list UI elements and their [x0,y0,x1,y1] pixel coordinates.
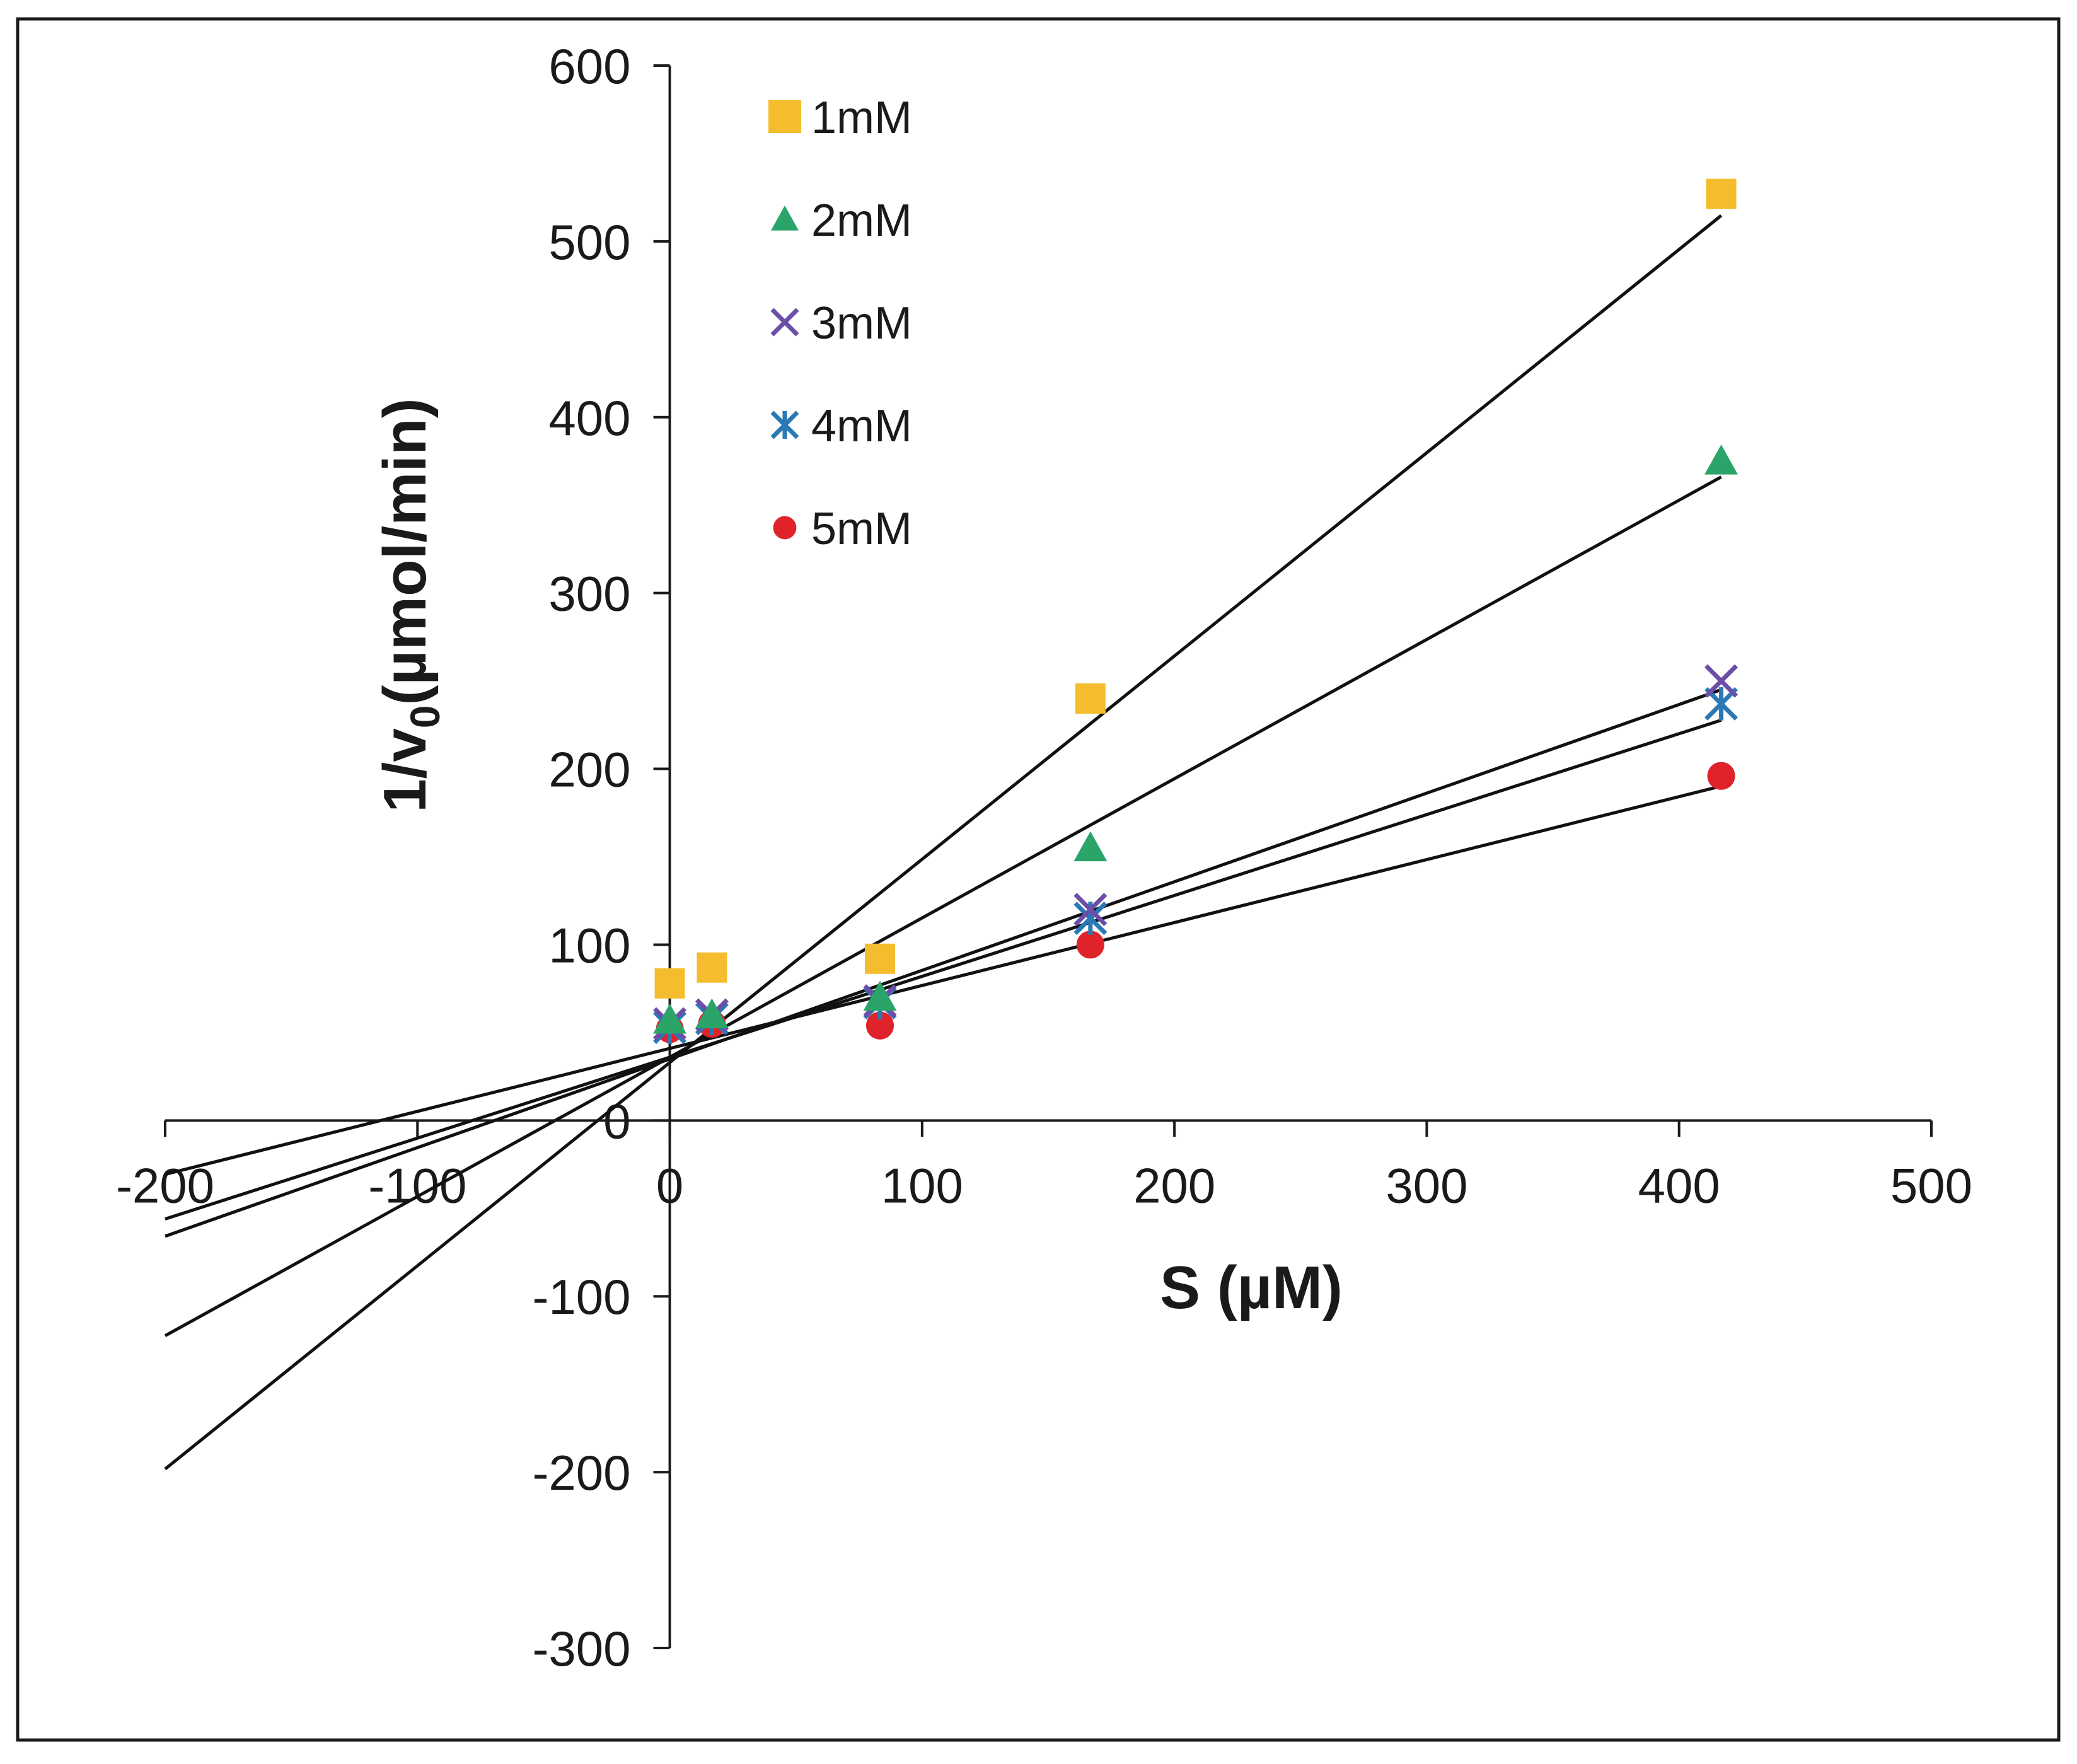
x-tick-label: 500 [1890,1158,1972,1213]
point-3mM-stroke-b [1704,664,1739,698]
legend-marker-2mM [771,206,799,231]
y-tick-label: 400 [548,390,630,446]
legend-marker-5mM [773,516,797,540]
point-5mM [865,1011,894,1040]
legend-label-5mM: 5mM [811,504,912,554]
point-1mM [865,943,896,974]
legend-label-2mM: 2mM [811,195,912,246]
legend-marker-1mM [768,100,801,133]
x-tick-label: 400 [1638,1158,1720,1213]
y-tick-label: 200 [548,742,630,798]
point-3mM [1704,664,1739,698]
point-2mM [695,998,729,1029]
x-tick-label: 0 [656,1158,683,1213]
x-axis-title: S (µM) [1160,1254,1343,1321]
y-tick-label: 600 [548,38,630,94]
trendline-1mM [164,214,1723,1471]
y-axis-title-unit: (µmol/min) [371,398,439,705]
trendline-5mM [165,784,1722,1176]
y-axis-title-main: 1/v [371,728,439,812]
y-tick-label: -300 [532,1621,630,1676]
point-3mM-stroke-b [1073,893,1108,927]
data-points-group [653,178,1739,1044]
point-2mM [863,980,897,1011]
y-tick-label: 100 [548,917,630,973]
point-1mM [1706,178,1737,209]
y-tick-label: 0 [603,1093,630,1149]
trendline-2mM [164,475,1722,1337]
legend-marker-3mM-stroke-b [770,308,799,337]
point-1mM [697,952,727,983]
point-2mM [1704,444,1738,475]
y-tick-label: -200 [532,1445,630,1500]
legend-label-3mM: 3mM [811,298,912,349]
legend-label-4mM: 4mM [811,401,912,451]
y-tick-label: 300 [548,566,630,622]
legend-label-1mM: 1mM [811,93,912,143]
y-axis-title-subscript: 0 [402,705,448,729]
x-tick-label: 300 [1386,1158,1467,1213]
point-1mM [1075,683,1106,714]
trendline-4mM [165,718,1722,1221]
point-2mM [653,1003,686,1034]
point-2mM [1073,831,1108,862]
y-axis-title: 1/v0(µmol/min) [371,398,448,812]
point-3mM [1073,893,1108,927]
point-5mM [1707,762,1735,790]
outer-frame [16,17,2061,1742]
y-tick-label: -100 [532,1269,630,1325]
legend-marker-4mM [770,410,799,439]
legend: 1mM 2mM 3mM 4mM 5mM [768,93,912,554]
x-tick-label: 100 [881,1158,963,1213]
x-tick-label: -100 [368,1158,466,1213]
point-5mM [1076,931,1104,959]
x-tick-label: 200 [1133,1158,1215,1213]
y-tick-label: 500 [548,214,630,270]
point-1mM [654,968,685,999]
trendline-3mM [165,688,1722,1238]
legend-marker-3mM [770,308,799,337]
trendlines-group [164,214,1723,1471]
